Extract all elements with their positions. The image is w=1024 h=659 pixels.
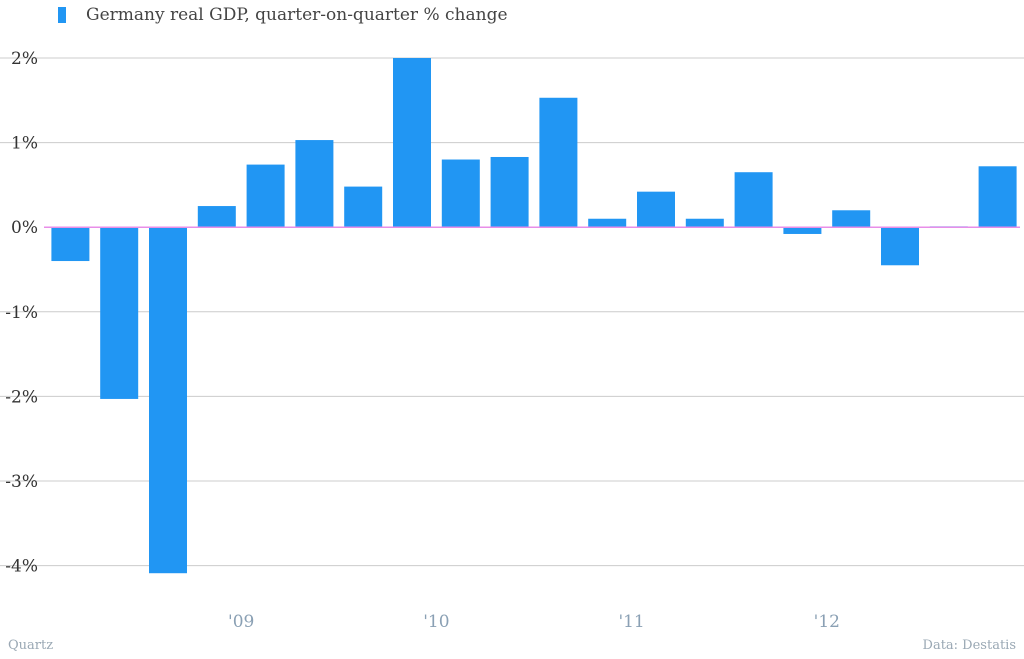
x-tick-label: '11 <box>618 612 644 632</box>
bars <box>51 58 1017 574</box>
legend: Germany real GDP, quarter-on-quarter % c… <box>58 5 508 25</box>
bar <box>832 210 871 228</box>
bar <box>197 206 236 228</box>
bar <box>685 218 724 228</box>
bar <box>637 191 675 228</box>
y-tick-label: 2% <box>11 49 38 69</box>
bar <box>295 140 334 228</box>
bar <box>344 186 383 228</box>
y-tick-label: 0% <box>11 218 38 238</box>
bar <box>393 58 431 228</box>
bar <box>441 159 480 228</box>
x-tick-label: '10 <box>423 612 449 632</box>
bar <box>588 218 627 228</box>
bar <box>51 227 90 262</box>
bar <box>246 164 285 228</box>
x-axis-labels: '09 '10 '11 '12 <box>228 612 840 632</box>
bar <box>490 156 529 228</box>
x-tick-label: '12 <box>814 612 840 632</box>
y-axis-labels: 2% 1% 0% -1% -2% -3% -4% <box>5 49 38 577</box>
y-tick-label: -2% <box>5 387 38 407</box>
bar <box>978 166 1017 228</box>
y-tick-label: -1% <box>5 303 38 323</box>
y-tick-label: -3% <box>5 472 38 492</box>
legend-swatch <box>58 7 66 23</box>
bar <box>783 227 822 234</box>
legend-label: Germany real GDP, quarter-on-quarter % c… <box>86 5 508 25</box>
bar <box>734 172 773 228</box>
bar <box>881 227 919 266</box>
credit-label: Quartz <box>8 638 54 653</box>
x-tick-label: '09 <box>228 612 254 632</box>
bar <box>149 227 187 574</box>
source-label: Data: Destatis <box>922 638 1016 653</box>
bar <box>539 97 578 228</box>
y-tick-label: -4% <box>5 557 38 577</box>
bar <box>100 227 139 399</box>
y-tick-label: 1% <box>11 134 38 154</box>
